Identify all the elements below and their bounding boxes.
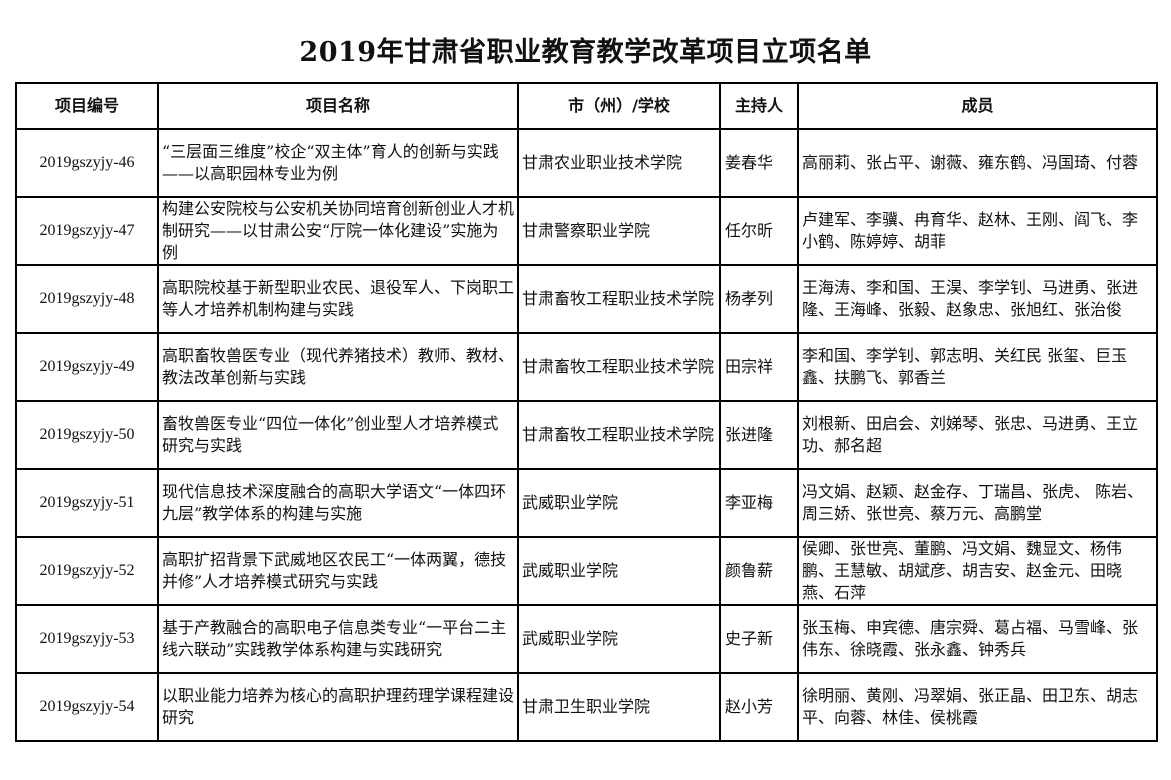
table-row: 2019gszyjy-50 畜牧兽医专业“四位一体化”创业型人才培养模式研究与实践… <box>15 400 1158 470</box>
members-cell: 卢建军、李骥、冉育华、赵林、王刚、阎飞、李小鹤、陈婷婷、胡菲 <box>797 196 1158 266</box>
members-cell: 李和国、李学钊、郭志明、关红民 张玺、巨玉鑫、扶鹏飞、郭香兰 <box>797 332 1158 402</box>
name-cell: 高职畜牧兽医专业（现代养猪技术）教师、教材、教法改革创新与实践 <box>157 332 519 402</box>
host-cell: 张进隆 <box>719 400 799 470</box>
name-cell: 高职扩招背景下武威地区农民工“一体两翼，德技并修”人才培养模式研究与实践 <box>157 536 519 606</box>
header-code: 项目编号 <box>15 82 159 130</box>
school-cell: 甘肃畜牧工程职业技术学院 <box>517 400 721 470</box>
members-cell: 侯卿、张世亮、董鹏、冯文娟、魏显文、杨伟鹏、王慧敏、胡斌彦、胡吉安、赵金元、田晓… <box>797 536 1158 606</box>
code-cell: 2019gszyjy-49 <box>15 332 159 402</box>
name-cell: 构建公安院校与公安机关协同培育创新创业人才机制研究——以甘肃公安“厅院一体化建设… <box>157 196 519 266</box>
header-school: 市（州）/学校 <box>517 82 721 130</box>
school-cell: 甘肃卫生职业学院 <box>517 672 721 742</box>
school-cell: 武威职业学院 <box>517 468 721 538</box>
name-cell: 畜牧兽医专业“四位一体化”创业型人才培养模式研究与实践 <box>157 400 519 470</box>
page-title: 2019年甘肃省职业教育教学改革项目立项名单 <box>299 37 872 68</box>
code-cell: 2019gszyjy-47 <box>15 196 159 266</box>
name-cell: 以职业能力培养为核心的高职护理药理学课程建设研究 <box>157 672 519 742</box>
header-host: 主持人 <box>719 82 799 130</box>
school-cell: 武威职业学院 <box>517 604 721 674</box>
name-cell: 高职院校基于新型职业农民、退役军人、下岗职工等人才培养机制构建与实践 <box>157 264 519 334</box>
host-cell: 赵小芳 <box>719 672 799 742</box>
host-cell: 任尔昕 <box>719 196 799 266</box>
table-row: 2019gszyjy-46 “三层面三维度”校企“双主体”育人的创新与实践 ——以… <box>15 128 1158 198</box>
name-cell: 基于产教融合的高职电子信息类专业“一平台二主线六联动”实践教学体系构建与实践研究 <box>157 604 519 674</box>
project-table: 项目编号 项目名称 市（州）/学校 主持人 成员 2019gszyjy-46 “三… <box>15 82 1158 742</box>
school-cell: 甘肃畜牧工程职业技术学院 <box>517 264 721 334</box>
code-cell: 2019gszyjy-54 <box>15 672 159 742</box>
host-cell: 史子新 <box>719 604 799 674</box>
host-cell: 姜春华 <box>719 128 799 198</box>
table-row: 2019gszyjy-54 以职业能力培养为核心的高职护理药理学课程建设研究 甘肃卫… <box>15 672 1158 742</box>
host-cell: 田宗祥 <box>719 332 799 402</box>
table-row: 2019gszyjy-49 高职畜牧兽医专业（现代养猪技术）教师、教材、教法改革创… <box>15 332 1158 402</box>
members-cell: 高丽莉、张占平、谢薇、雍东鹤、冯国琦、付蓉 <box>797 128 1158 198</box>
code-cell: 2019gszyjy-46 <box>15 128 159 198</box>
code-cell: 2019gszyjy-53 <box>15 604 159 674</box>
school-cell: 甘肃警察职业学院 <box>517 196 721 266</box>
code-cell: 2019gszyjy-52 <box>15 536 159 606</box>
code-cell: 2019gszyjy-50 <box>15 400 159 470</box>
name-cell: 现代信息技术深度融合的高职大学语文“一体四环九层”教学体系的构建与实施 <box>157 468 519 538</box>
table-row: 2019gszyjy-53 基于产教融合的高职电子信息类专业“一平台二主线六联动”… <box>15 604 1158 674</box>
code-cell: 2019gszyjy-48 <box>15 264 159 334</box>
members-cell: 王海涛、李和国、王淏、李学钊、马进勇、张进隆、王海峰、张毅、赵象忠、张旭红、张治… <box>797 264 1158 334</box>
host-cell: 杨孝列 <box>719 264 799 334</box>
school-cell: 武威职业学院 <box>517 536 721 606</box>
members-cell: 徐明丽、黄刚、冯翠娟、张正晶、田卫东、胡志平、向蓉、林佳、侯桃霞 <box>797 672 1158 742</box>
members-cell: 张玉梅、申宾德、唐宗舜、葛占福、马雪峰、张伟东、徐晓霞、张永鑫、钟秀兵 <box>797 604 1158 674</box>
code-cell: 2019gszyjy-51 <box>15 468 159 538</box>
host-cell: 李亚梅 <box>719 468 799 538</box>
host-cell: 颜鲁薪 <box>719 536 799 606</box>
table-row: 2019gszyjy-52 高职扩招背景下武威地区农民工“一体两翼，德技并修”人才… <box>15 536 1158 606</box>
members-cell: 刘根新、田启会、刘娣琴、张忠、马进勇、王立功、郝名超 <box>797 400 1158 470</box>
table-header: 项目编号 项目名称 市（州）/学校 主持人 成员 <box>15 82 1158 130</box>
school-cell: 甘肃农业职业技术学院 <box>517 128 721 198</box>
members-cell: 冯文娟、赵颖、赵金存、丁瑞昌、张虎、 陈岩、周三娇、张世亮、蔡万元、高鹏堂 <box>797 468 1158 538</box>
school-cell: 甘肃畜牧工程职业技术学院 <box>517 332 721 402</box>
table-row: 2019gszyjy-51 现代信息技术深度融合的高职大学语文“一体四环九层”教学… <box>15 468 1158 538</box>
table-row: 2019gszyjy-47 构建公安院校与公安机关协同培育创新创业人才机制研究——… <box>15 196 1158 266</box>
header-members: 成员 <box>797 82 1158 130</box>
table-row: 2019gszyjy-48 高职院校基于新型职业农民、退役军人、下岗职工等人才培养… <box>15 264 1158 334</box>
name-cell: “三层面三维度”校企“双主体”育人的创新与实践 ——以高职园林专业为例 <box>157 128 519 198</box>
header-name: 项目名称 <box>157 82 519 130</box>
